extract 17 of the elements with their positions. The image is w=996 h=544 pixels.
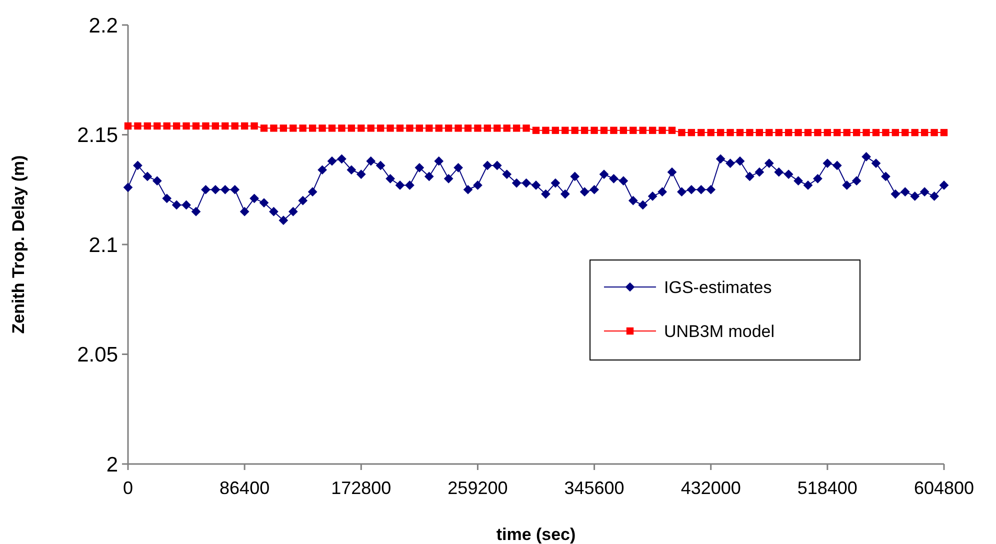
legend-label: IGS-estimates xyxy=(664,278,772,297)
y-tick-label: 2.15 xyxy=(77,124,118,148)
x-tick-label: 518400 xyxy=(797,478,858,498)
x-tick-label: 86400 xyxy=(220,478,270,498)
y-axis-title: Zenith Trop. Delay (m) xyxy=(9,155,28,334)
x-tick-label: 604800 xyxy=(914,478,974,498)
legend-label: UNB3M model xyxy=(664,322,775,341)
x-tick-label: 0 xyxy=(122,478,134,498)
y-tick-label: 2 xyxy=(106,453,118,476)
x-tick-label: 259200 xyxy=(448,478,508,498)
y-tick-label: 2.1 xyxy=(88,234,118,257)
x-tick-label: 432000 xyxy=(680,478,741,498)
x-tick-label: 345600 xyxy=(564,478,624,498)
x-tick-label: 172800 xyxy=(331,478,392,498)
y-tick-label: 2.2 xyxy=(88,14,118,38)
y-tick-label: 2.05 xyxy=(77,344,118,367)
x-axis-title: time (sec) xyxy=(496,525,576,544)
